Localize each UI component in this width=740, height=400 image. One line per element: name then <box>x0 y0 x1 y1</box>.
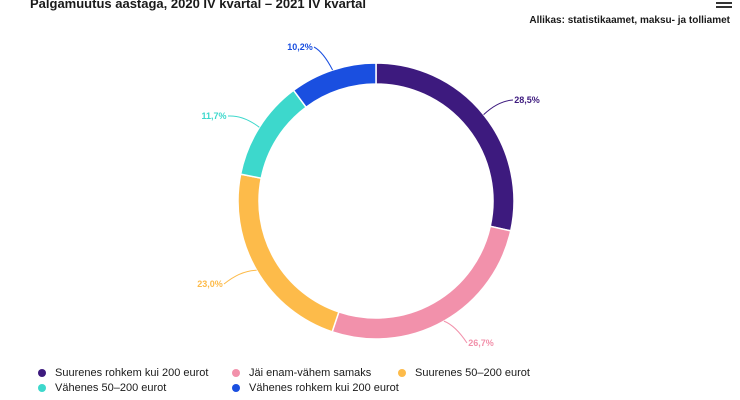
legend-item-0[interactable]: Suurenes rohkem kui 200 eurot <box>38 367 208 379</box>
connector-1 <box>443 320 468 344</box>
legend-label-1: Jäi enam-vähem samaks <box>249 367 372 379</box>
legend-dot-1 <box>232 369 240 377</box>
data-label-0: 28,5% <box>514 95 540 105</box>
legend-item-4[interactable]: Vähenes rohkem kui 200 eurot <box>232 382 399 394</box>
slice-4[interactable] <box>292 62 377 109</box>
connector-2 <box>223 269 257 285</box>
legend-item-1[interactable]: Jäi enam-vähem samaks <box>232 367 371 379</box>
slice-1[interactable] <box>331 225 512 340</box>
legend-dot-4 <box>232 384 240 392</box>
hamburger-menu-icon[interactable] <box>716 0 732 10</box>
slice-3[interactable] <box>239 89 308 180</box>
legend-dot-3 <box>38 384 46 392</box>
legend-dot-0 <box>38 369 46 377</box>
data-label-3: 11,7% <box>201 111 226 121</box>
slice-2[interactable] <box>237 173 340 333</box>
chart-title: Palgamuutus aastaga, 2020 IV kvartal – 2… <box>30 0 367 11</box>
data-label-4: 10,2% <box>287 42 313 52</box>
connector-3 <box>227 115 260 128</box>
chart-source: Allikas: statistikaamet, maksu- ja tolli… <box>529 15 730 26</box>
slice-0[interactable] <box>375 62 515 232</box>
donut-chart: 28,5% 26,7% 23,0% 11,7% 10,2% <box>197 42 540 348</box>
data-label-2: 23,0% <box>197 279 223 289</box>
legend-item-3[interactable]: Vähenes 50–200 eurot <box>38 382 166 394</box>
legend-dot-2 <box>398 369 406 377</box>
connector-0 <box>483 99 514 115</box>
connector-4 <box>313 46 334 71</box>
legend-label-3: Vähenes 50–200 eurot <box>55 382 167 394</box>
data-label-1: 26,7% <box>468 338 494 348</box>
legend-label-0: Suurenes rohkem kui 200 eurot <box>55 367 209 379</box>
legend-item-2[interactable]: Suurenes 50–200 eurot <box>398 367 530 379</box>
legend-label-2: Suurenes 50–200 eurot <box>415 367 530 379</box>
legend-label-4: Vähenes rohkem kui 200 eurot <box>249 382 399 394</box>
